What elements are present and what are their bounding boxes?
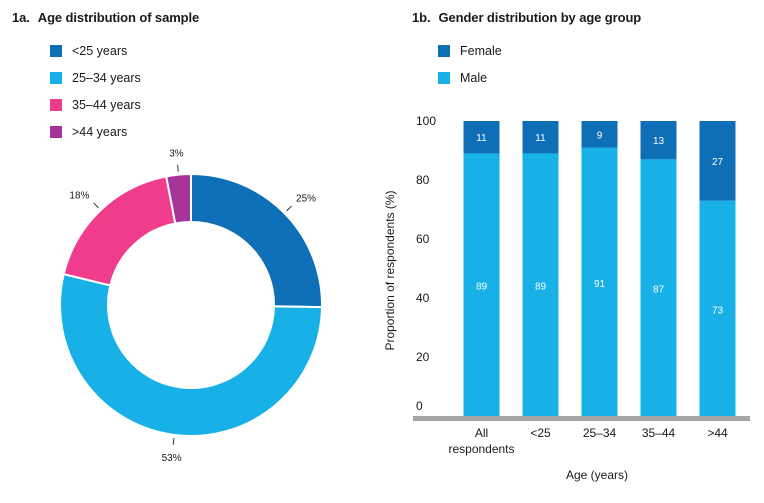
- chart-1a-legend-label-1: 25–34 years: [72, 70, 141, 85]
- chart-1a-legend-label-0: <25 years: [72, 43, 128, 58]
- chart-1a-legend-label-3: >44 years: [72, 124, 128, 139]
- bar-female-0: [463, 121, 500, 154]
- x-tick-label-0-line-1: respondents: [448, 442, 514, 456]
- y-tick-label-20: 20: [416, 350, 430, 364]
- bar-female-label-4: 27: [712, 157, 724, 168]
- bar-female-4: [699, 121, 736, 201]
- chart-1b-legend-swatch-0: [438, 44, 450, 57]
- chart-1b-legend-swatch-1: [438, 71, 450, 84]
- bar-male-4: [699, 200, 736, 416]
- chart-1a-legend: <25 years 25–34 years 35–44 years >44 years: [50, 37, 141, 145]
- chart-1b-legend-label-1: Male: [460, 70, 488, 85]
- y-axis-title: Proportion of respondents (%): [383, 190, 397, 350]
- y-tick-label-80: 80: [416, 173, 430, 187]
- donut-leader-2: [93, 202, 99, 209]
- bar-male-label-1: 89: [535, 282, 547, 293]
- chart-1a-title-text: Age distribution of sample: [37, 10, 200, 25]
- chart-1a-number: 1a.: [12, 10, 30, 25]
- bar-female-1: [522, 121, 559, 154]
- chart-1a-legend-swatch-0: [50, 44, 62, 57]
- chart-1a-legend-swatch-3: [50, 125, 62, 138]
- y-tick-label-100: 100: [416, 114, 436, 128]
- chart-1b-legend: Female Male: [438, 37, 502, 91]
- chart-1a-title: 1a. Age distribution of sample: [12, 10, 199, 25]
- donut-label-1: 53%: [162, 453, 182, 464]
- chart-1a-legend-label-2: 35–44 years: [72, 97, 141, 112]
- y-tick-label-0: 0: [416, 399, 423, 413]
- bar-male-0: [463, 153, 500, 416]
- bar-male-3: [640, 159, 677, 416]
- bar-male-label-2: 91: [594, 279, 606, 290]
- bar-female-3: [640, 121, 677, 160]
- chart-1b-title: 1b. Gender distribution by age group: [412, 10, 641, 25]
- x-tick-label-2: 25–34: [583, 426, 617, 440]
- chart-1b-title-text: Gender distribution by age group: [438, 10, 642, 25]
- donut-label-2: 18%: [69, 190, 89, 201]
- y-tick-label-40: 40: [416, 291, 430, 305]
- donut-leader-3: [177, 164, 179, 172]
- chart-1b-legend-item-0: Female: [438, 37, 502, 64]
- chart-1a-legend-swatch-2: [50, 98, 62, 111]
- x-axis-line: [413, 416, 750, 421]
- donut-slice-44-years: [165, 172, 192, 225]
- bar-female-label-1: 11: [535, 133, 546, 144]
- x-axis-title: Age (years): [566, 468, 628, 482]
- x-tick-label-0: All: [475, 426, 488, 440]
- bar-male-1: [522, 153, 559, 416]
- donut-leader-1: [172, 437, 175, 445]
- y-tick-label-60: 60: [416, 232, 430, 246]
- donut-label-3: 3%: [169, 149, 184, 160]
- chart-1a-legend-item-0: <25 years: [50, 37, 141, 64]
- donut-slice-25-34-years: [59, 272, 324, 437]
- chart-1a-legend-item-2: 35–44 years: [50, 91, 141, 118]
- bar-male-label-4: 73: [712, 305, 724, 316]
- chart-1b-legend-label-0: Female: [460, 43, 502, 58]
- bar-male-label-0: 89: [476, 282, 488, 293]
- bar-male-label-3: 87: [653, 285, 665, 296]
- x-tick-label-3: 35–44: [642, 426, 676, 440]
- chart-1b-number: 1b.: [412, 10, 431, 25]
- chart-1a-legend-swatch-1: [50, 71, 62, 84]
- bar-male-2: [581, 147, 618, 417]
- x-tick-label-1: <25: [530, 426, 551, 440]
- chart-1a-legend-item-3: >44 years: [50, 118, 141, 145]
- bar-female-label-3: 13: [653, 136, 665, 147]
- x-tick-label-4: >44: [707, 426, 728, 440]
- bar-female-label-2: 9: [597, 130, 603, 141]
- donut-leader-0: [286, 205, 292, 212]
- bar-female-2: [581, 121, 618, 148]
- donut-label-0: 25%: [296, 194, 316, 205]
- chart-1b-legend-item-1: Male: [438, 64, 502, 91]
- chart-1a-legend-item-1: 25–34 years: [50, 64, 141, 91]
- bar-female-label-0: 11: [476, 133, 487, 144]
